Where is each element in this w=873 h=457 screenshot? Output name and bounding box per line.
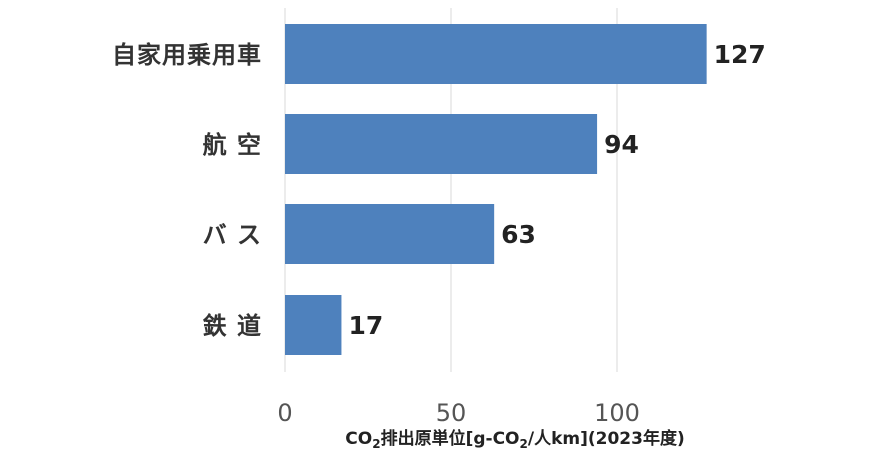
data-label-1: 94 <box>604 130 639 159</box>
x-axis-title-part-4: /人km](2023年度) <box>528 428 685 449</box>
x-tick-label-0: 0 <box>277 399 292 427</box>
x-tick-label-50: 50 <box>436 399 467 427</box>
data-label-2: 63 <box>501 220 536 249</box>
data-label-0: 127 <box>714 40 766 69</box>
category-label-0: 自家用乗用車 <box>112 41 262 69</box>
x-tick-labels: 0 50 100 <box>277 399 640 427</box>
data-labels: 127 94 63 17 <box>348 40 765 340</box>
x-tick-label-100: 100 <box>594 399 640 427</box>
bar-2 <box>285 204 495 264</box>
bar-1 <box>285 114 598 174</box>
x-axis-title-part-3: 2 <box>520 437 528 451</box>
bar-0 <box>285 24 707 84</box>
bars <box>285 24 707 355</box>
x-axis-title-part-0: CO <box>345 429 372 449</box>
x-axis-title-part-1: 2 <box>372 437 380 451</box>
x-axis-title: CO2排出原単位[g-CO2/人km](2023年度) <box>345 428 684 451</box>
bar-3 <box>285 295 342 355</box>
data-label-3: 17 <box>348 311 383 340</box>
category-label-2: バ ス <box>203 221 262 249</box>
x-axis-title-part-2: 排出原単位[g-CO <box>381 428 520 449</box>
category-label-3: 鉄 道 <box>203 312 262 340</box>
category-label-1: 航 空 <box>203 131 262 159</box>
